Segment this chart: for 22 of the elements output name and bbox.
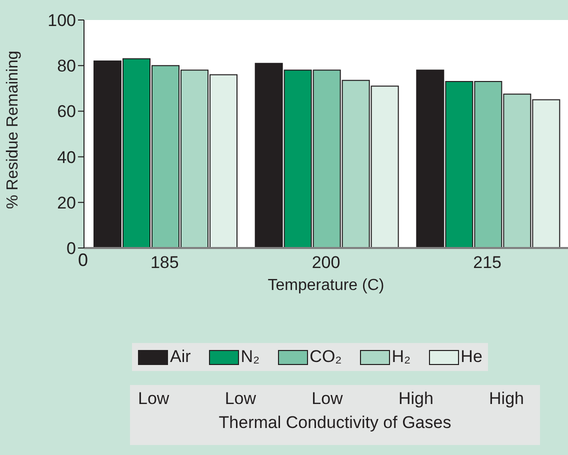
legend-label: H₂ <box>392 347 411 367</box>
text: High <box>398 389 434 409</box>
text: Low <box>312 389 343 409</box>
y-tick-label: 80 <box>57 56 76 76</box>
legend-label: N₂ <box>240 347 260 367</box>
x-axis-title: Temperature (C) <box>268 277 384 294</box>
y-tick-label: 0 <box>66 239 76 258</box>
x-tick-label: 200 <box>312 253 340 272</box>
y-tick-label: 60 <box>57 102 76 122</box>
y-axis-title: % Residue Remaining <box>4 50 22 209</box>
y-tick-label: 40 <box>57 148 76 167</box>
text: Thermal Conductivity of Gases <box>218 413 452 433</box>
text: Low <box>138 389 170 409</box>
x-tick-label: 215 <box>473 253 502 272</box>
text: High <box>489 389 524 409</box>
y-tick-label: 20 <box>57 193 76 212</box>
x-tick-label: 185 <box>150 253 179 272</box>
y-tick-label: 100 <box>48 11 76 30</box>
text: Low <box>224 389 256 409</box>
legend-label: Air <box>170 347 191 367</box>
legend-label: CO₂ <box>310 347 342 367</box>
legend-label: He <box>460 347 482 367</box>
